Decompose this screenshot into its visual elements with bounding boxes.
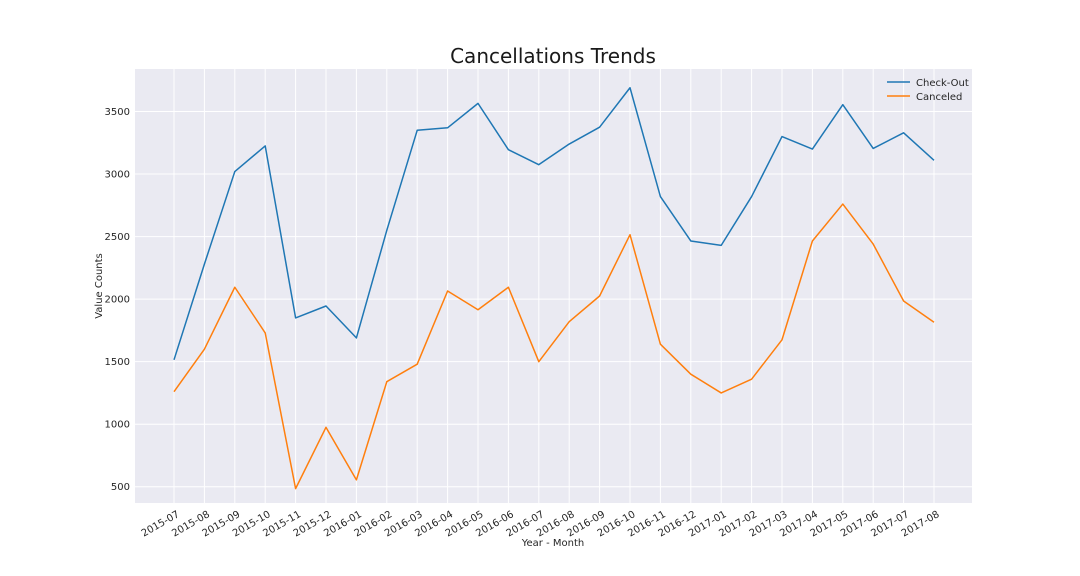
y-tick-label: 3500	[105, 107, 130, 118]
chart-title: Cancellations Trends	[450, 44, 656, 68]
y-tick-label: 1500	[105, 357, 130, 368]
series-line-check-out	[173, 87, 935, 361]
series-line-canceled	[173, 203, 935, 490]
grid	[135, 69, 972, 503]
y-tick-label: 2000	[105, 295, 130, 306]
y-tick-label: 500	[111, 482, 130, 493]
y-tick-label: 1000	[105, 420, 130, 431]
x-axis-label: Year - Month	[521, 538, 584, 549]
legend: Check-Out Canceled	[887, 78, 969, 103]
y-tick-label: 2500	[105, 232, 130, 243]
legend-label-canceled: Canceled	[916, 92, 962, 103]
y-tick-labels: 500 1000 1500 2000 2500 3000 3500	[105, 107, 130, 493]
series-lines	[173, 87, 935, 490]
legend-label-check-out: Check-Out	[916, 78, 969, 89]
x-tick-labels: 2015-072015-082015-092015-102015-112015-…	[140, 509, 942, 539]
plot-area	[135, 69, 972, 503]
y-tick-label: 3000	[105, 170, 130, 181]
y-axis-label: Value Counts	[94, 253, 105, 319]
